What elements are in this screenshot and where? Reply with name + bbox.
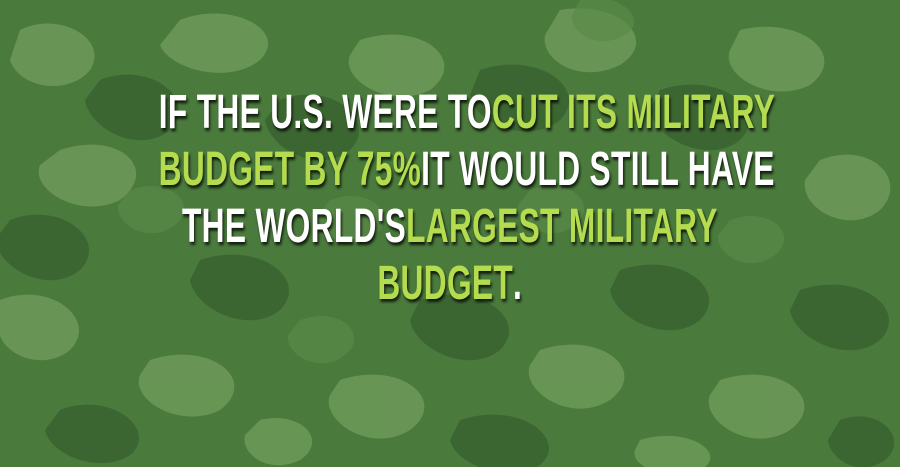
fact-line-4-highlight: BUDGET: [377, 257, 514, 310]
fact-line-1: IF THE U.S. WERE TO CUT ITS MILITARY: [0, 84, 900, 141]
fact-line-1-white: IF THE U.S. WERE TO: [158, 86, 492, 139]
fact-line-3: THE WORLD'S LARGEST MILITARY: [0, 198, 900, 255]
fact-line-3-highlight: LARGEST MILITARY: [406, 200, 718, 253]
fact-line-4: BUDGET.: [0, 255, 900, 312]
fact-text: IF THE U.S. WERE TO CUT ITS MILITARY BUD…: [0, 84, 900, 312]
fact-line-2-highlight: BUDGET BY 75%: [158, 143, 422, 196]
fact-line-3-white: THE WORLD'S: [182, 200, 407, 253]
fact-line-4-white: .: [513, 257, 523, 310]
fact-line-2: BUDGET BY 75% IT WOULD STILL HAVE: [0, 141, 900, 198]
fact-line-2-white: IT WOULD STILL HAVE: [421, 143, 775, 196]
fact-line-1-highlight: CUT ITS MILITARY: [491, 86, 776, 139]
